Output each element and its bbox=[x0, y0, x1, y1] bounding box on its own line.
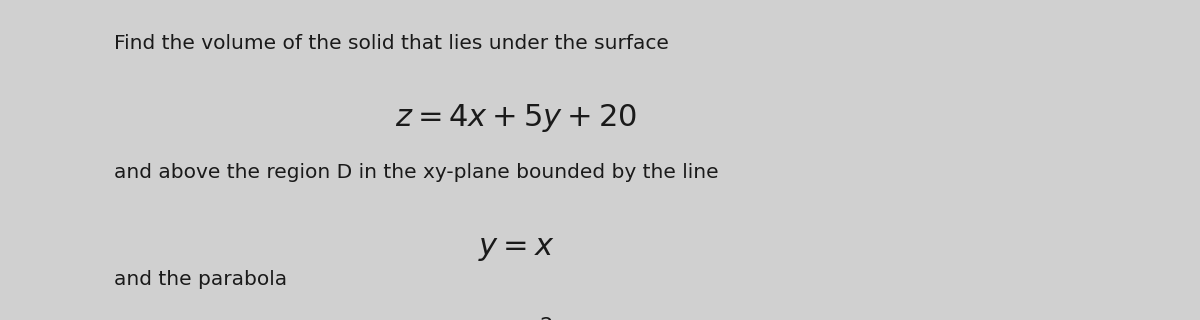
Text: and the parabola: and the parabola bbox=[114, 270, 287, 289]
Text: $z = 4x + 5y + 20$: $z = 4x + 5y + 20$ bbox=[395, 102, 637, 134]
Text: $y = x^2\,.$: $y = x^2\,.$ bbox=[464, 315, 568, 320]
Text: Find the volume of the solid that lies under the surface: Find the volume of the solid that lies u… bbox=[114, 34, 668, 52]
Text: $y = x$: $y = x$ bbox=[478, 232, 554, 263]
Text: and above the region D in the xy-plane bounded by the line: and above the region D in the xy-plane b… bbox=[114, 163, 719, 182]
